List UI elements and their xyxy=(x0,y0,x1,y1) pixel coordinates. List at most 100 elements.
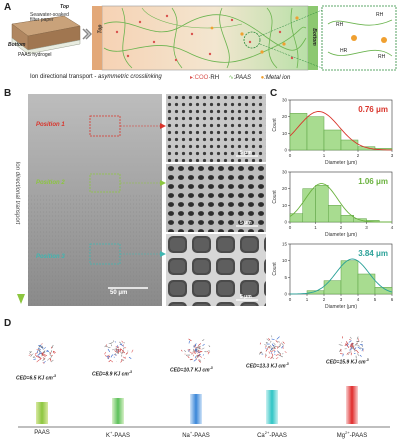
paper-top-label: Top xyxy=(60,4,69,10)
sample-label: K+-PAAS xyxy=(106,430,130,439)
coo-legend-suffix: ·RH xyxy=(208,75,220,81)
panel-b-letter: B xyxy=(4,88,12,99)
y-tick-label: 0 xyxy=(284,292,287,297)
caption-main: Ion directional transport xyxy=(30,74,93,80)
position-2-label: Position 2 xyxy=(36,180,65,186)
sample-label: PAAS xyxy=(34,430,50,436)
side-label: Ion directional transport xyxy=(14,161,20,225)
molecular-structure-image xyxy=(338,336,364,359)
inset-2-scale-label: 5 μm xyxy=(240,220,252,226)
hydrogel-label: PAAS hydrogel xyxy=(18,52,52,58)
y-tick-label: 15 xyxy=(282,242,288,247)
x-tick-label: 0 xyxy=(289,225,292,230)
zoom-label-3: HR xyxy=(340,48,348,54)
crosslink-gradient-band xyxy=(92,5,397,71)
histogram-bar xyxy=(357,273,376,295)
x-tick-label: 2 xyxy=(340,225,343,230)
histogram-bar xyxy=(374,287,393,295)
inset-1-scale-label: 5 μm xyxy=(240,150,252,156)
sample-label: Mg2+-PAAS xyxy=(336,430,368,439)
x-tick-label: 1 xyxy=(314,225,317,230)
directional-arrow xyxy=(17,98,25,304)
x-tick-label: 4 xyxy=(357,297,360,302)
energy-density-bar xyxy=(266,390,278,424)
y-tick-label: 5 xyxy=(284,275,287,280)
x-tick-label: 6 xyxy=(391,297,394,302)
y-tick-label: 0 xyxy=(284,148,287,153)
y-tick-label: 20 xyxy=(282,114,288,119)
band-bottom-label: Bottom xyxy=(310,28,317,46)
panel-c-letter: C xyxy=(270,88,278,99)
caption-sep: - xyxy=(92,74,99,80)
histogram-bar xyxy=(306,116,325,151)
histogram-bar xyxy=(340,215,354,223)
position-3-label: Position 3 xyxy=(36,254,65,260)
histogram-bar xyxy=(328,205,342,223)
coo-legend-label: :COO xyxy=(193,75,209,81)
energy-density-bar xyxy=(190,394,202,424)
mean-diameter-label: 3.84 μm xyxy=(358,249,388,258)
x-tick-label: 5 xyxy=(374,297,377,302)
x-tick-label: 0 xyxy=(289,153,292,158)
inset-3-scale-label: 5 μm xyxy=(240,294,252,300)
histogram-position-2: 0 1 2 3 4 0 10 20 30 1.06 μm Count Diameter (μm) xyxy=(272,170,394,239)
y-tick-label: 30 xyxy=(282,98,288,103)
x-axis-label: Diameter (μm) xyxy=(325,304,357,310)
sem-cross-section-image xyxy=(28,94,162,306)
metal-legend-icon: ● xyxy=(260,75,265,81)
paper-label: Seawater-soaked filter paper xyxy=(30,12,69,23)
molecular-structure-image xyxy=(258,335,287,360)
paas-legend-icon: ∿ xyxy=(228,75,234,81)
y-tick-label: 10 xyxy=(282,258,288,263)
molecular-structure-image xyxy=(181,338,211,363)
x-tick-label: 0 xyxy=(289,297,292,302)
x-tick-label: 2 xyxy=(323,297,326,302)
histogram-bar xyxy=(323,280,342,295)
sem-inset-position-3 xyxy=(166,234,266,306)
ced-label: CED=10.7 KJ cm-3 xyxy=(170,366,213,374)
inset-connectors xyxy=(120,123,166,257)
panel-a-caption: Ion directional transport - asymmetric c… xyxy=(30,74,162,80)
filter-paper-illustration xyxy=(11,15,81,55)
x-tick-label: 1 xyxy=(323,153,326,158)
x-axis-label: Diameter (μm) xyxy=(325,160,357,166)
sample-label: Na+-PAAS xyxy=(182,430,210,439)
y-tick-label: 20 xyxy=(282,186,288,191)
ced-label: CED=15.9 KJ cm-3 xyxy=(326,358,369,366)
ced-label: CED=13.3 KJ cm-3 xyxy=(246,362,289,370)
y-tick-label: 30 xyxy=(282,170,288,175)
chevron-right-icon xyxy=(82,28,92,40)
ced-label: CED=8.9 KJ cm-3 xyxy=(92,370,132,378)
band-top-label: Top xyxy=(97,24,104,34)
zoom-label-1: RH xyxy=(336,22,344,28)
sem-inset-position-2 xyxy=(166,164,266,232)
x-tick-label: 3 xyxy=(340,297,343,302)
histogram-bar xyxy=(323,129,342,151)
histogram-bar xyxy=(340,260,359,295)
molecular-structure-image xyxy=(104,340,134,363)
y-axis-label: Count xyxy=(272,262,278,276)
paas-legend-label: :PAAS xyxy=(233,75,251,81)
metal-legend-label: :Metal ion xyxy=(264,75,291,81)
sem-inset-position-1 xyxy=(166,94,266,162)
x-tick-label: 2 xyxy=(357,153,360,158)
y-tick-label: 0 xyxy=(284,220,287,225)
position-1-label: Position 1 xyxy=(36,122,65,128)
x-tick-label: 3 xyxy=(391,153,394,158)
fit-curve xyxy=(289,183,392,223)
fit-curve xyxy=(290,258,393,295)
x-tick-label: 3 xyxy=(365,225,368,230)
main-scale-bar-label: 50 μm xyxy=(110,290,128,296)
coo-legend-icon: ▸ xyxy=(190,75,194,81)
histogram-bar xyxy=(315,185,329,223)
energy-density-bar xyxy=(36,402,48,424)
y-tick-label: 10 xyxy=(282,131,288,136)
ced-label: CED=6.5 KJ cm-3 xyxy=(16,374,56,382)
energy-density-bar xyxy=(112,398,124,424)
x-tick-label: 4 xyxy=(391,225,394,230)
sample-label: Ca2+-PAAS xyxy=(257,430,287,439)
zoom-label-4: RH xyxy=(378,54,386,60)
fit-curve xyxy=(289,111,392,151)
histogram-position-3: 0 1 2 3 4 5 6 0 5 10 15 3.84 μm Count Diameter (μm) xyxy=(272,242,394,311)
